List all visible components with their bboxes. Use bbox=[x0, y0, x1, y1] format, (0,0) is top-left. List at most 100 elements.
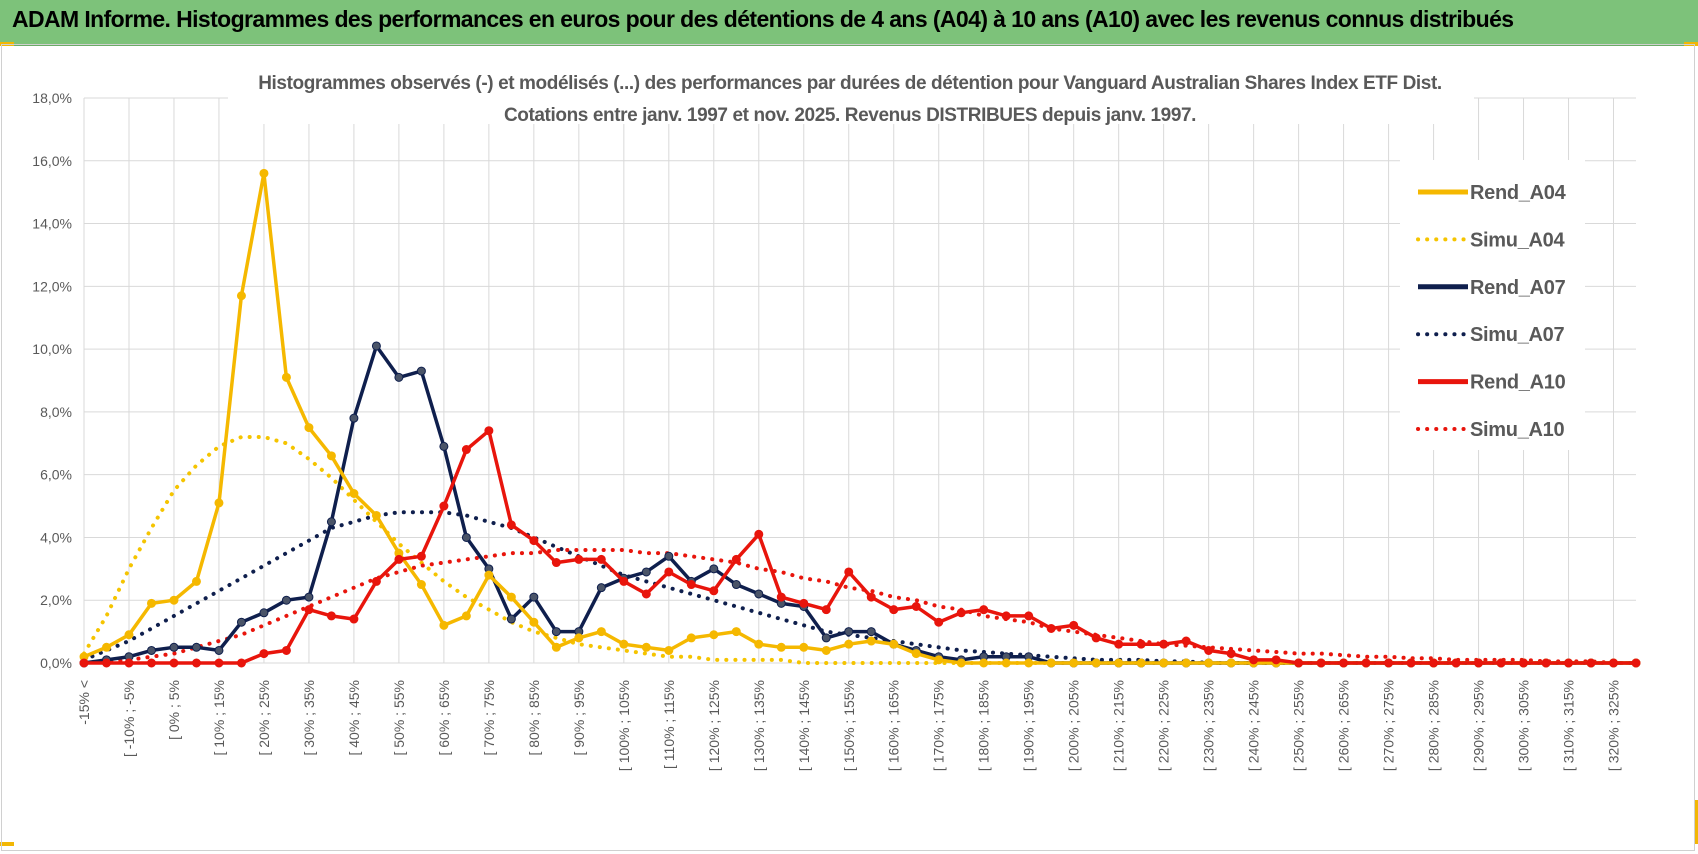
point-rend_a10 bbox=[1586, 658, 1596, 668]
x-tick-label: [ 160% ; 165% bbox=[886, 680, 902, 771]
x-axis-ticks: -15% < [ -10% ; -5% [ 0% ; 5% [ 10% ; 15% [ … bbox=[76, 680, 1622, 771]
y-tick-label: 12,0% bbox=[32, 278, 72, 294]
y-tick-label: 10,0% bbox=[32, 341, 72, 357]
legend-label-simu_a07: Simu_A07 bbox=[1470, 324, 1564, 346]
point-rend_a10 bbox=[349, 614, 359, 624]
x-tick-label: [ 80% ; 85% bbox=[526, 680, 542, 756]
series-line-simu_a10 bbox=[82, 548, 1638, 665]
point-rend_a10 bbox=[844, 567, 854, 577]
point-rend_a10 bbox=[709, 586, 719, 596]
point-rend_a07 bbox=[349, 413, 359, 423]
point-rend_a07 bbox=[371, 341, 381, 351]
point-rend_a10 bbox=[1609, 658, 1619, 668]
point-rend_a04 bbox=[236, 291, 246, 301]
point-rend_a04 bbox=[191, 576, 201, 586]
point-rend_a10 bbox=[236, 658, 246, 668]
point-rend_a04 bbox=[889, 639, 899, 649]
point-rend_a10 bbox=[866, 592, 876, 602]
point-rend_a04 bbox=[439, 620, 449, 630]
point-rend_a10 bbox=[1204, 645, 1214, 655]
point-rend_a04 bbox=[1204, 658, 1214, 668]
point-rend_a04 bbox=[1226, 658, 1236, 668]
point-rend_a04 bbox=[686, 633, 696, 643]
point-rend_a04 bbox=[506, 592, 516, 602]
point-rend_a10 bbox=[214, 658, 224, 668]
point-rend_a07 bbox=[304, 592, 314, 602]
point-rend_a07 bbox=[596, 583, 606, 593]
x-tick-label: [ 230% ; 235% bbox=[1201, 680, 1217, 771]
chart-subtitle: Cotations entre janv. 1997 et nov. 2025.… bbox=[504, 105, 1196, 126]
point-rend_a04 bbox=[1046, 658, 1056, 668]
point-rend_a10 bbox=[551, 558, 561, 568]
point-rend_a10 bbox=[79, 658, 89, 668]
point-rend_a10 bbox=[731, 554, 741, 564]
point-rend_a10 bbox=[1631, 658, 1641, 668]
legend: Rend_A04 Simu_A04 Rend_A07 Simu_A07 Rend_A10… bbox=[1416, 182, 1567, 441]
point-rend_a10 bbox=[574, 554, 584, 564]
point-rend_a10 bbox=[799, 598, 809, 608]
point-rend_a04 bbox=[574, 633, 584, 643]
point-rend_a07 bbox=[259, 608, 269, 618]
point-rend_a04 bbox=[844, 639, 854, 649]
point-rend_a10 bbox=[1541, 658, 1551, 668]
point-rend_a04 bbox=[1069, 658, 1079, 668]
point-rend_a04 bbox=[1024, 658, 1034, 668]
point-rend_a10 bbox=[1519, 658, 1529, 668]
point-rend_a10 bbox=[506, 520, 516, 530]
point-rend_a10 bbox=[529, 536, 539, 546]
point-rend_a04 bbox=[461, 611, 471, 621]
point-rend_a07 bbox=[394, 372, 404, 382]
point-rend_a10 bbox=[889, 605, 899, 615]
point-rend_a10 bbox=[1046, 623, 1056, 633]
x-tick-label: [ -10% ; -5% bbox=[121, 680, 137, 757]
gridlines bbox=[83, 97, 1636, 664]
point-rend_a10 bbox=[1181, 636, 1191, 646]
point-rend_a10 bbox=[461, 445, 471, 455]
point-rend_a10 bbox=[281, 645, 291, 655]
x-tick-label: [ 60% ; 65% bbox=[436, 680, 452, 756]
y-tick-label: 2,0% bbox=[40, 592, 72, 608]
point-rend_a10 bbox=[326, 611, 336, 621]
legend-label-simu_a04: Simu_A04 bbox=[1470, 229, 1565, 251]
legend-label-rend_a04: Rend_A04 bbox=[1470, 182, 1567, 204]
point-rend_a10 bbox=[1294, 658, 1304, 668]
point-rend_a04 bbox=[551, 642, 561, 652]
point-rend_a04 bbox=[1001, 658, 1011, 668]
point-rend_a10 bbox=[169, 658, 179, 668]
point-rend_a10 bbox=[1361, 658, 1371, 668]
point-rend_a04 bbox=[304, 423, 314, 433]
x-tick-label: -15% < bbox=[76, 680, 92, 725]
x-tick-label: [ 170% ; 175% bbox=[931, 680, 947, 771]
point-rend_a07 bbox=[709, 564, 719, 574]
header-banner: ADAM Informe. Histogrammes des performan… bbox=[0, 0, 1698, 46]
point-rend_a10 bbox=[979, 605, 989, 615]
point-rend_a10 bbox=[1249, 655, 1259, 665]
y-axis-ticks: 0,0% 2,0% 4,0% 6,0% 8,0% 10,0% 12,0% 14,0% 16,0%… bbox=[32, 90, 72, 671]
y-tick-label: 16,0% bbox=[32, 153, 72, 169]
point-rend_a10 bbox=[1384, 658, 1394, 668]
point-rend_a04 bbox=[1114, 658, 1124, 668]
point-rend_a04 bbox=[754, 639, 764, 649]
point-rend_a04 bbox=[641, 642, 651, 652]
point-rend_a07 bbox=[754, 589, 764, 599]
point-rend_a10 bbox=[1226, 649, 1236, 659]
point-rend_a07 bbox=[169, 642, 179, 652]
point-rend_a10 bbox=[146, 658, 156, 668]
point-rend_a10 bbox=[1564, 658, 1574, 668]
point-rend_a04 bbox=[664, 645, 674, 655]
point-rend_a04 bbox=[169, 595, 179, 605]
x-tick-label: [ 120% ; 125% bbox=[706, 680, 722, 771]
x-tick-label: [ 100% ; 105% bbox=[616, 680, 632, 771]
legend-background bbox=[1400, 160, 1585, 450]
point-rend_a10 bbox=[686, 580, 696, 590]
legend-label-simu_a10: Simu_A10 bbox=[1470, 419, 1564, 441]
corner-mark-bottom-left bbox=[0, 842, 14, 846]
point-rend_a10 bbox=[754, 529, 764, 539]
y-tick-label: 8,0% bbox=[40, 404, 72, 420]
point-rend_a04 bbox=[529, 617, 539, 627]
point-rend_a04 bbox=[596, 627, 606, 637]
x-tick-label: [ 200% ; 205% bbox=[1066, 680, 1082, 771]
point-rend_a10 bbox=[1001, 611, 1011, 621]
point-rend_a07 bbox=[731, 580, 741, 590]
x-tick-label: [ 140% ; 145% bbox=[796, 680, 812, 771]
